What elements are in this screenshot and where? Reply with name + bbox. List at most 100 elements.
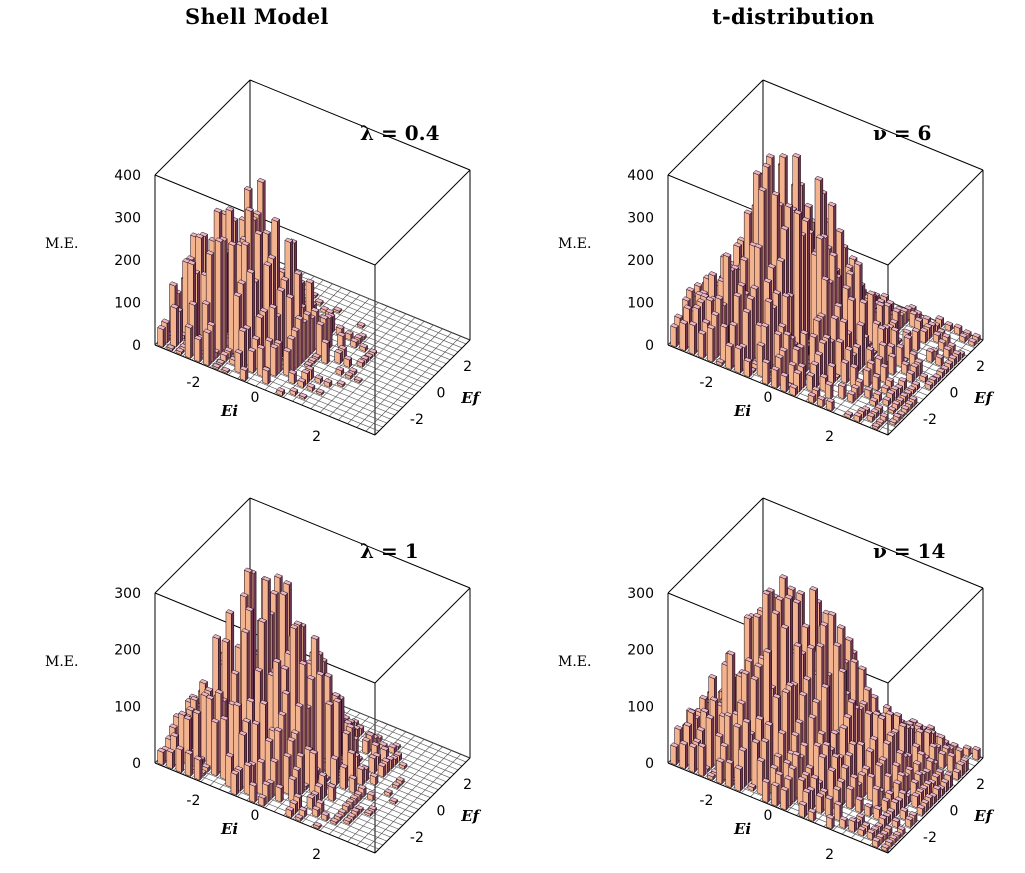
box-edge <box>887 169 984 266</box>
bar-face-side <box>816 362 819 389</box>
bar-face-top <box>948 354 958 360</box>
bar <box>384 788 393 798</box>
bar-face-top <box>289 387 299 393</box>
bar-face-side <box>296 328 300 370</box>
bar-face-top <box>334 348 344 354</box>
bar <box>780 372 789 393</box>
bar-face-top <box>157 747 166 753</box>
bar-face-top <box>941 744 951 750</box>
bar-face-side <box>172 749 175 770</box>
bar-face-front <box>863 368 870 388</box>
bar-face-side <box>190 325 194 360</box>
bar-face-front <box>321 340 328 365</box>
bar <box>968 337 977 347</box>
bar-face-top <box>313 821 322 827</box>
bar-face-top <box>879 362 889 369</box>
bar-face-top <box>895 396 905 402</box>
bar-face-top <box>941 332 951 339</box>
bar <box>840 358 850 385</box>
bar-face-top <box>224 346 233 353</box>
bar <box>761 358 771 386</box>
bar-face-top <box>321 338 330 344</box>
bar-face-top <box>325 700 334 706</box>
bar-face-top <box>874 354 884 361</box>
bar <box>334 348 344 365</box>
bar <box>377 761 387 778</box>
bar-face-top <box>773 330 783 336</box>
bar-face-top <box>788 361 797 367</box>
bar-face-top <box>364 352 374 358</box>
bar <box>313 821 322 830</box>
bar-face-top <box>919 327 929 333</box>
bar-face-top <box>807 391 817 398</box>
bar-face-top <box>876 301 885 307</box>
bar-face-top <box>816 395 826 401</box>
bar-face-side <box>166 320 170 344</box>
bar-face-top <box>201 763 211 769</box>
box-edge <box>667 79 764 176</box>
bar-face-top <box>907 385 917 391</box>
bar-face-top <box>793 209 803 215</box>
bar-face-top <box>344 371 354 377</box>
y-tick-label: 2 <box>463 777 472 793</box>
bar <box>261 366 271 386</box>
x-tick-label: 2 <box>312 429 321 445</box>
bar <box>824 380 834 400</box>
bar <box>771 365 780 390</box>
bar-face-top <box>924 380 934 386</box>
bar-face-front <box>309 751 316 795</box>
floor-grid-line <box>356 332 452 428</box>
bar-face-top <box>756 341 766 347</box>
bar <box>899 391 909 403</box>
bar-face-front <box>947 754 954 773</box>
bar-face-top <box>214 237 224 243</box>
bar-face-top <box>238 327 248 333</box>
y-tick-label: -2 <box>410 412 424 428</box>
box-edge <box>154 762 376 854</box>
bar-face-top <box>157 324 166 330</box>
bar-face-side <box>776 367 780 390</box>
box-front-edges <box>667 339 984 436</box>
bar <box>157 324 166 348</box>
bar-face-side <box>740 346 743 375</box>
bar-face-top <box>298 660 308 666</box>
bar-face-top <box>692 304 702 310</box>
bar-face-top <box>356 321 366 327</box>
z-tick-label: 0 <box>645 338 654 354</box>
z-tick-label: 300 <box>114 211 141 227</box>
x-tick-label: -2 <box>186 793 200 809</box>
bar-face-top <box>311 805 321 811</box>
bar-face-top <box>200 691 210 697</box>
y-axis-label: Ef <box>460 807 481 825</box>
bar-face-top <box>811 386 821 392</box>
bar-face-top <box>267 254 277 260</box>
bar-face-top <box>693 281 703 288</box>
bar-face-front <box>225 754 232 788</box>
bar-face-side <box>338 699 342 771</box>
panel-top-right: 400 300 200 100 0 M.E. -2 0 2 Ei 2 0 -2 Ef ν = 6 <box>513 40 1025 455</box>
bar-face-top <box>771 190 780 197</box>
bar-face-top <box>892 307 901 313</box>
bar-face-top <box>742 308 752 314</box>
bar-face-top <box>828 251 838 257</box>
bar-face-front <box>872 322 879 353</box>
bar-face-side <box>321 672 325 775</box>
bar-face-top <box>356 358 366 364</box>
bar-face-front <box>743 359 750 378</box>
y-axis-label: Ef <box>973 389 994 407</box>
bar-face-top <box>801 216 811 223</box>
bar-face-top <box>947 341 956 348</box>
bar <box>900 404 910 415</box>
bar-face-top <box>371 741 380 747</box>
bar-face-side <box>694 322 698 356</box>
bar <box>356 358 366 369</box>
bar-face-front <box>806 374 813 393</box>
bar <box>972 745 981 762</box>
box-front-edges <box>154 757 471 854</box>
bar <box>872 372 881 392</box>
box-edge <box>887 587 984 684</box>
bar-face-side <box>332 314 336 334</box>
bar-face-top <box>887 406 897 412</box>
bar <box>887 352 897 376</box>
